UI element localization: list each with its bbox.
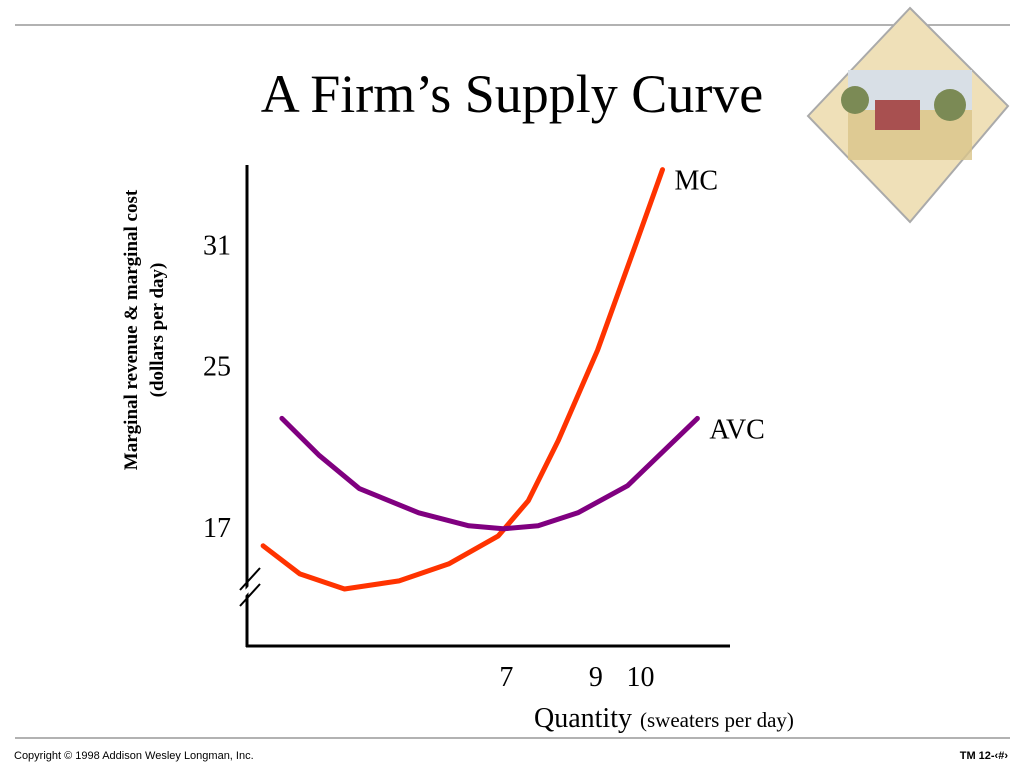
series-label: AVC (709, 414, 765, 445)
y-tick-label: 25 (203, 352, 231, 383)
chart-title: A Firm’s Supply Curve (261, 64, 764, 124)
y-tick-label: 31 (203, 230, 231, 261)
series-label: MC (674, 166, 718, 197)
x-axis-label: Quantity (534, 703, 632, 734)
axis-break (239, 567, 261, 591)
series-line (279, 415, 700, 532)
y-axis-label: (dollars per day) (147, 263, 168, 398)
x-tick-label: 7 (499, 662, 513, 693)
slide-number: TM 12-‹#› (960, 750, 1009, 762)
x-axis-label-note: (sweaters per day) (640, 708, 794, 732)
corner-picture (806, 6, 1010, 224)
plot (239, 165, 730, 648)
x-tick-label: 10 (627, 662, 655, 693)
x-tick-label: 9 (589, 662, 603, 693)
copyright: Copyright © 1998 Addison Wesley Longman,… (14, 750, 254, 762)
axis-break (239, 583, 261, 607)
y-axis-label: Marginal revenue & marginal cost (121, 189, 142, 470)
axis-break-gap (239, 582, 255, 600)
y-tick-label: 17 (203, 513, 231, 544)
series-line (260, 167, 665, 592)
